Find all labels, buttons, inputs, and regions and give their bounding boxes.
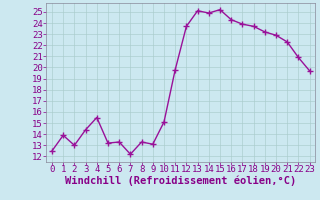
X-axis label: Windchill (Refroidissement éolien,°C): Windchill (Refroidissement éolien,°C) [65, 176, 296, 186]
